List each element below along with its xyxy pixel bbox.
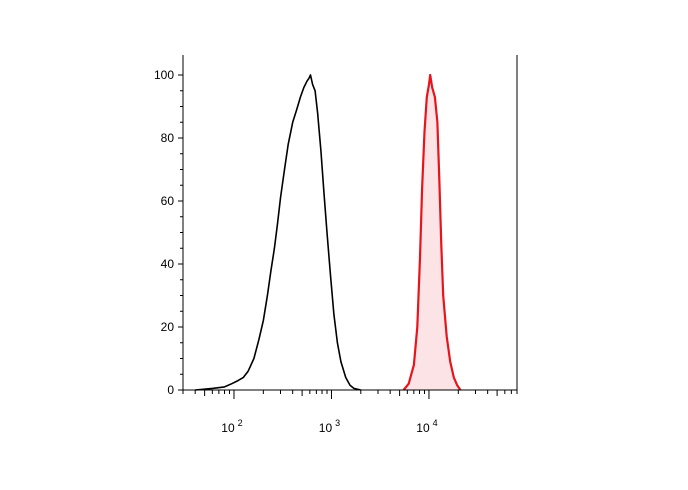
y-tick-label-2: 40: [161, 257, 175, 271]
y-tick-label-0: 0: [167, 383, 174, 397]
y-tick-label-4: 80: [161, 131, 175, 145]
y-tick-label-5: 100: [154, 68, 174, 82]
y-tick-label-1: 20: [161, 320, 175, 334]
y-tick-label-3: 60: [161, 194, 175, 208]
x-tick-label-1: 10 3: [319, 418, 340, 435]
axes-layer: 0 20 40 60 80 100 10 2 10 3 10 4: [154, 55, 518, 435]
series-layer: [195, 73, 462, 391]
series-1-line: [402, 73, 462, 391]
x-tick-label-0: 10 2: [221, 418, 242, 435]
series-0-line: [195, 74, 361, 391]
x-tick-label-2: 10 4: [416, 418, 437, 435]
series-1-fill: [403, 75, 461, 390]
